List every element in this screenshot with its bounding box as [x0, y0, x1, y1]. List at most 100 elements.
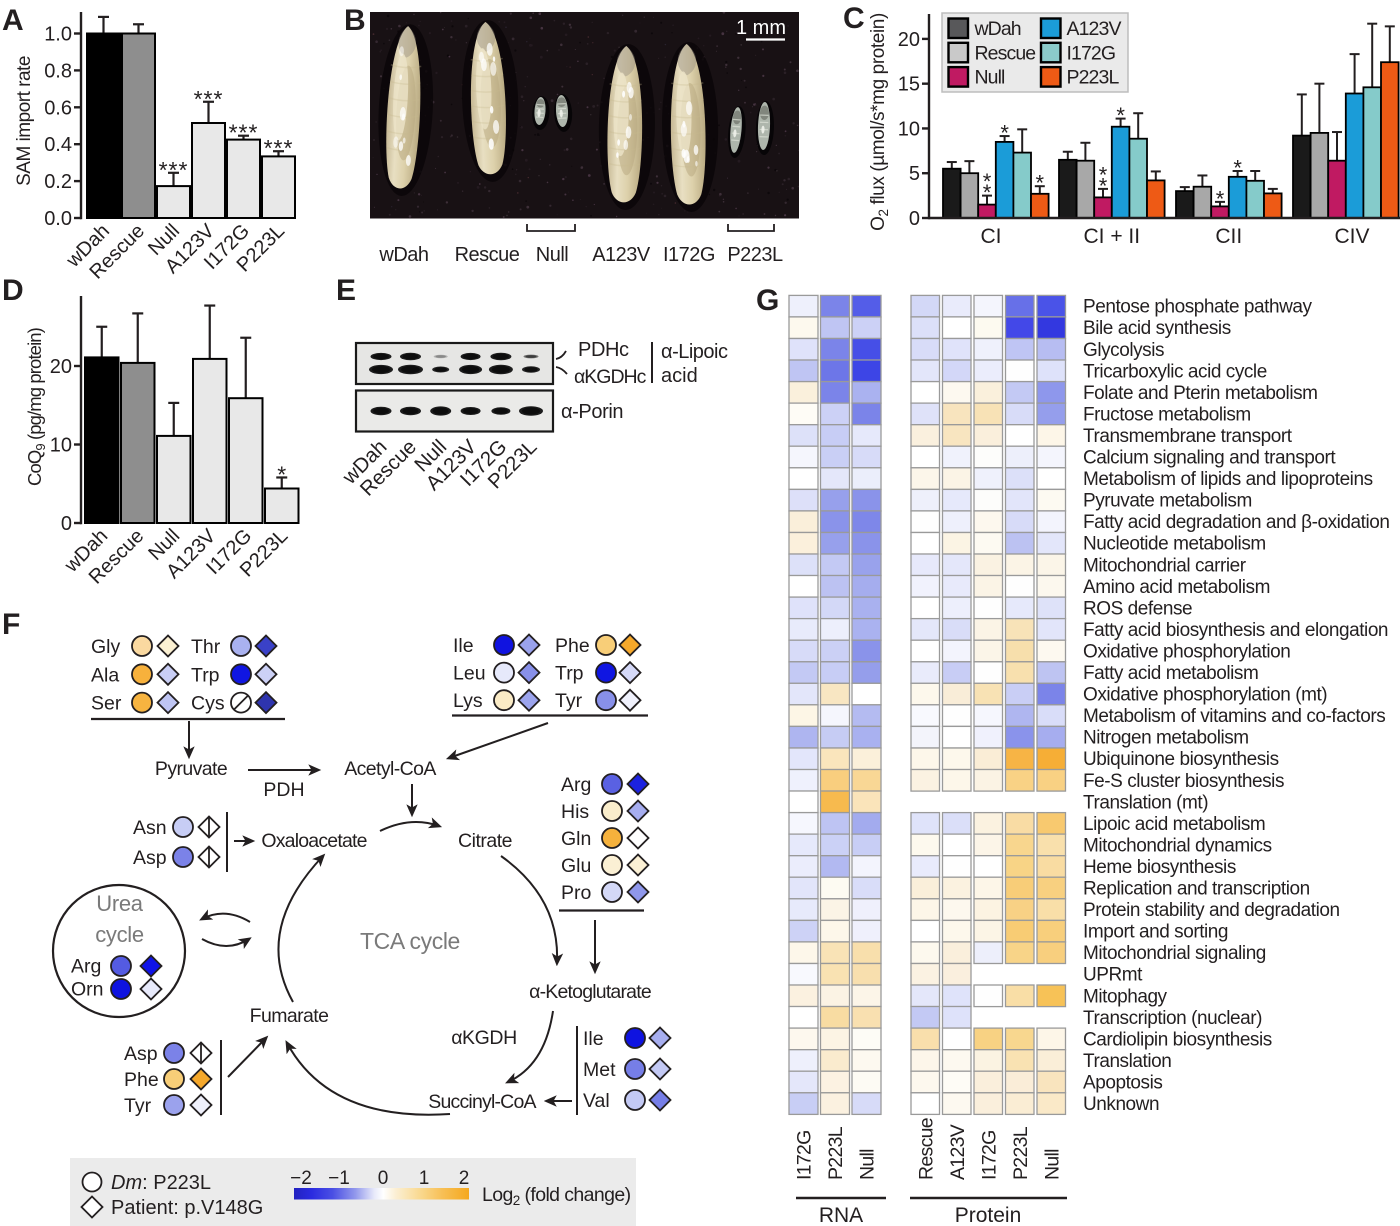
svg-text:Oxidative phosphorylation: Oxidative phosphorylation: [1083, 641, 1290, 662]
svg-text:αKGDHc: αKGDHc: [574, 366, 647, 388]
svg-text:UPRmt: UPRmt: [1083, 965, 1143, 986]
svg-text:*: *: [1216, 186, 1225, 211]
svg-text:RNA: RNA: [819, 1204, 863, 1226]
svg-text:1 mm: 1 mm: [736, 17, 786, 39]
svg-text:Patient: p.V148G: Patient: p.V148G: [111, 1197, 263, 1219]
svg-text:Nitrogen metabolism: Nitrogen metabolism: [1083, 728, 1249, 749]
svg-text:P223L: P223L: [1067, 67, 1120, 89]
svg-text:*: *: [1000, 121, 1009, 146]
svg-text:Protein stability and degradat: Protein stability and degradation: [1083, 900, 1340, 921]
svg-text:PDH: PDH: [263, 779, 304, 801]
svg-text:Unknown: Unknown: [1083, 1094, 1159, 1115]
svg-text:Ala: Ala: [91, 664, 119, 686]
svg-text:CI: CI: [981, 225, 1002, 248]
svg-text:E: E: [336, 274, 356, 307]
svg-text:Oxaloacetate: Oxaloacetate: [261, 830, 366, 852]
svg-text:Null: Null: [536, 244, 569, 266]
svg-text:TCA cycle: TCA cycle: [360, 928, 460, 954]
svg-text:Mitochondrial signaling: Mitochondrial signaling: [1083, 943, 1266, 964]
svg-text:Pentose phosphate pathway: Pentose phosphate pathway: [1083, 297, 1312, 318]
svg-text:Log2 (fold change): Log2 (fold change): [482, 1184, 631, 1208]
svg-text:0.2: 0.2: [44, 171, 72, 193]
svg-text:His: His: [561, 801, 589, 823]
svg-text:*: *: [1116, 103, 1125, 128]
svg-text:Translation: Translation: [1083, 1051, 1171, 1072]
svg-text:***: ***: [194, 86, 224, 112]
svg-text:Trp: Trp: [191, 664, 220, 686]
svg-text:PDHc: PDHc: [578, 339, 629, 361]
svg-text:Glycolysis: Glycolysis: [1083, 340, 1164, 361]
svg-text:Metabolism of vitamins and co-: Metabolism of vitamins and co-factors: [1083, 706, 1385, 727]
svg-text:A123V: A123V: [1067, 18, 1122, 40]
svg-text:Phe: Phe: [124, 1069, 159, 1091]
svg-text:Gly: Gly: [91, 636, 121, 658]
svg-text:Pyruvate metabolism: Pyruvate metabolism: [1083, 491, 1252, 512]
svg-text:Folate and Pterin metabolism: Folate and Pterin metabolism: [1083, 383, 1318, 404]
svg-text:I172G: I172G: [794, 1130, 816, 1180]
svg-text:CII: CII: [1215, 225, 1242, 248]
svg-text:Heme biosynthesis: Heme biosynthesis: [1083, 857, 1236, 878]
svg-text:A: A: [2, 4, 24, 37]
svg-text:CoQ9 (pg/mg protein): CoQ9 (pg/mg protein): [24, 327, 48, 486]
svg-text:Lipoic acid metabolism: Lipoic acid metabolism: [1083, 814, 1265, 835]
svg-text:Apoptosis: Apoptosis: [1083, 1072, 1162, 1093]
svg-text:α-Ketoglutarate: α-Ketoglutarate: [529, 981, 651, 1003]
svg-text:Rescue: Rescue: [975, 42, 1036, 64]
svg-text:Succinyl-CoA: Succinyl-CoA: [428, 1091, 536, 1113]
svg-text:Asn: Asn: [133, 817, 167, 839]
svg-text:wDah: wDah: [378, 244, 428, 266]
svg-text:***: ***: [229, 120, 259, 146]
svg-text:Cardiolipin biosynthesis: Cardiolipin biosynthesis: [1083, 1029, 1272, 1050]
svg-text:Arg: Arg: [561, 774, 591, 796]
svg-text:Orn: Orn: [71, 979, 104, 1001]
svg-text:Citrate: Citrate: [458, 830, 512, 852]
svg-text:Metabolism of lipids and lipop: Metabolism of lipids and lipoproteins: [1083, 469, 1373, 490]
svg-text:*: *: [1233, 155, 1242, 180]
svg-text:Ubiquinone biosynthesis: Ubiquinone biosynthesis: [1083, 749, 1279, 770]
svg-text:Fumarate: Fumarate: [250, 1005, 329, 1027]
svg-text:*: *: [983, 169, 992, 194]
svg-text:A123V: A123V: [947, 1124, 969, 1180]
svg-text:A123V: A123V: [592, 244, 651, 266]
svg-text:Null: Null: [1041, 1149, 1063, 1180]
svg-text:Urea: Urea: [96, 891, 144, 916]
svg-text:Pro: Pro: [561, 882, 592, 904]
svg-text:1.0: 1.0: [44, 24, 72, 46]
svg-text:0: 0: [909, 208, 920, 230]
svg-text:Replication and transcription: Replication and transcription: [1083, 879, 1310, 900]
svg-text:Fructose metabolism: Fructose metabolism: [1083, 404, 1251, 425]
svg-text:CI + II: CI + II: [1083, 225, 1140, 248]
svg-text:Calcium signaling and transpor: Calcium signaling and transport: [1083, 448, 1336, 469]
svg-text:I172G: I172G: [1067, 42, 1116, 64]
svg-text:B: B: [344, 4, 366, 37]
svg-text:***: ***: [264, 135, 294, 161]
svg-text:***: ***: [159, 157, 189, 183]
svg-text:P223L: P223L: [825, 1126, 847, 1180]
svg-text:15: 15: [898, 74, 920, 96]
svg-text:α-Porin: α-Porin: [561, 401, 623, 423]
svg-text:Phe: Phe: [555, 635, 590, 657]
svg-text:Arg: Arg: [71, 956, 101, 978]
svg-text:P223L: P223L: [1010, 1126, 1032, 1180]
svg-text:Lys: Lys: [453, 690, 483, 712]
svg-text:wDah: wDah: [974, 18, 1021, 40]
svg-text:Thr: Thr: [191, 636, 221, 658]
svg-text:Import and sorting: Import and sorting: [1083, 922, 1228, 943]
svg-text:α-Lipoic: α-Lipoic: [661, 341, 728, 363]
svg-text:Null: Null: [975, 67, 1006, 89]
svg-text:Amino acid metabolism: Amino acid metabolism: [1083, 577, 1270, 598]
svg-text:−1: −1: [328, 1168, 350, 1189]
svg-text:I172G: I172G: [978, 1130, 1000, 1180]
svg-text:Fatty acid degradation and β-o: Fatty acid degradation and β-oxidation: [1083, 512, 1389, 533]
svg-text:Fe-S cluster biosynthesis: Fe-S cluster biosynthesis: [1083, 771, 1284, 792]
svg-text:Bile acid synthesis: Bile acid synthesis: [1083, 318, 1231, 339]
svg-text:Tricarboxylic acid cycle: Tricarboxylic acid cycle: [1083, 361, 1267, 382]
svg-text:I172G: I172G: [663, 244, 715, 266]
svg-text:Asp: Asp: [124, 1043, 158, 1065]
svg-text:Met: Met: [583, 1059, 616, 1081]
svg-text:Dm: P223L: Dm: P223L: [111, 1172, 211, 1194]
svg-text:Trp: Trp: [555, 663, 584, 685]
svg-text:*: *: [1099, 162, 1108, 187]
svg-text:−2: −2: [290, 1168, 312, 1189]
svg-text:Rescue: Rescue: [455, 244, 520, 266]
